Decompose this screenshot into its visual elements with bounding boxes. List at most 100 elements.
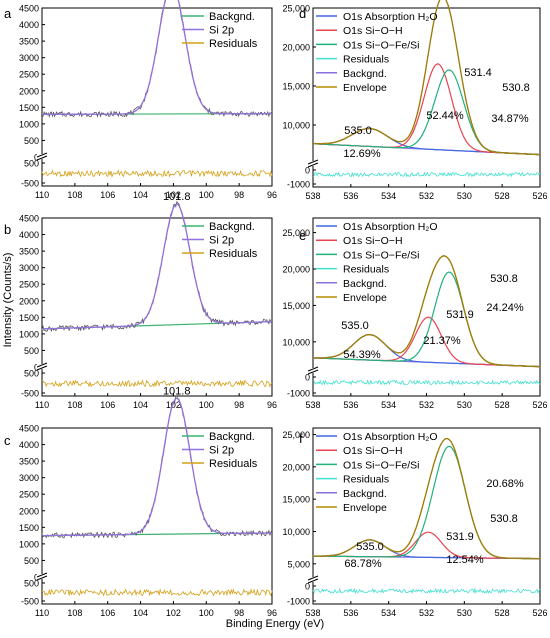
- percent-label: 34.87%: [491, 113, 529, 125]
- axis-break-mark: [307, 159, 319, 165]
- axis-break-gap: [308, 161, 318, 166]
- legend-label: Residuals: [343, 474, 389, 486]
- panel-letter: c: [4, 433, 11, 448]
- y-tick-label: 25,000: [282, 228, 310, 238]
- si2p-fit-line: [42, 0, 272, 115]
- y-tick-label: 15,000: [282, 82, 310, 92]
- x-tick-label: 102: [166, 400, 181, 410]
- legend-label: Envelope: [343, 82, 387, 94]
- y-tick-label: 2000: [19, 506, 39, 516]
- axis-break-mark: [307, 578, 319, 584]
- y-tick-label: 20,000: [282, 462, 310, 472]
- x-tick-label: 108: [67, 190, 82, 200]
- si2p-fit-line: [42, 203, 273, 330]
- y-tick-label: 0: [34, 153, 39, 163]
- y-tick-label: 3000: [19, 263, 39, 273]
- y-tick-label: 2000: [19, 296, 39, 306]
- legend-label: Backgnd.: [209, 431, 255, 443]
- peak-label-sioh: 531.9: [446, 531, 474, 543]
- legend-label: Si 2p: [209, 25, 234, 37]
- y-tick-label: 10,000: [282, 337, 310, 347]
- x-tick-label: 106: [100, 190, 115, 200]
- peak-label-sioh: 531.4: [464, 67, 492, 79]
- y-tick-label: 4500: [19, 424, 39, 434]
- x-tick-label: 96: [267, 608, 277, 618]
- y-axis-label: Intensity (Counts/s): [2, 253, 14, 348]
- y-tick-label: 0: [34, 363, 39, 373]
- raw-data-line: [312, 255, 541, 368]
- plot-frame: [41, 217, 273, 397]
- x-tick-label: 534: [381, 400, 396, 410]
- panel-b: b050010001500200025003000350040004500500…: [4, 191, 277, 410]
- legend-label: O1s Si−O−H: [343, 235, 403, 247]
- x-axis-label: Binding Energy (eV): [226, 618, 324, 630]
- residual-tick-label: 0: [305, 582, 310, 592]
- plot-frame: [41, 427, 273, 605]
- x-tick-label: 530: [457, 191, 472, 201]
- residual-line: [312, 379, 541, 386]
- axis-break-mark: [36, 155, 48, 161]
- y-tick-label: 4000: [19, 230, 39, 240]
- residual-tick-label: 0: [305, 166, 310, 176]
- x-tick-label: 100: [199, 608, 214, 618]
- panel-letter: d: [299, 6, 306, 21]
- y-tick-label: 3000: [19, 473, 39, 483]
- x-tick-label: 528: [495, 400, 510, 410]
- x-tick-label: 98: [234, 400, 244, 410]
- legend-label: O1s Absorption H₂O: [343, 221, 438, 233]
- x-tick-label: 110: [35, 190, 49, 200]
- x-tick-label: 104: [133, 190, 148, 200]
- axis-break-mark: [36, 575, 48, 581]
- residual-line: [312, 171, 541, 178]
- x-tick-label: 104: [133, 400, 148, 410]
- x-tick-label: 528: [495, 608, 510, 618]
- y-tick-label: 15,000: [282, 495, 310, 505]
- panel-letter: a: [4, 6, 12, 21]
- x-tick-label: 532: [419, 400, 434, 410]
- peak-label-absorption: 535.0: [344, 125, 372, 137]
- percent-label: 20.68%: [486, 478, 524, 490]
- peak-label-sifesi: 530.8: [502, 82, 530, 94]
- x-tick-label: 538: [305, 191, 320, 201]
- x-tick-label: 534: [381, 608, 396, 618]
- axis-break-gap: [308, 368, 318, 373]
- axis-break-mark: [36, 362, 48, 368]
- x-tick-label: 104: [133, 608, 148, 618]
- y-tick-label: 0: [34, 573, 39, 583]
- x-tick-label: 106: [100, 400, 115, 410]
- y-tick-label: 25,000: [282, 4, 310, 14]
- x-tick-label: 102: [166, 608, 181, 618]
- panel-letter: e: [299, 228, 306, 243]
- percent-label: 12.69%: [343, 148, 381, 160]
- y-tick-label: 1500: [19, 313, 39, 323]
- x-tick-label: 98: [234, 190, 244, 200]
- percent-label: 68.78%: [344, 558, 382, 570]
- x-tick-label: 530: [457, 400, 472, 410]
- chart-panels: a050010001500200025003000350040004500500…: [4, 0, 548, 618]
- residual-tick-label: -500: [21, 179, 39, 189]
- percent-label: 54.39%: [343, 349, 381, 361]
- legend-label: O1s Si−O−Fe/Si: [343, 39, 419, 51]
- axis-break-mark: [307, 575, 319, 581]
- legend-label: Backgnd.: [343, 278, 387, 290]
- legend-label: O1s Si−O−H: [343, 25, 403, 37]
- x-tick-label: 110: [35, 400, 49, 410]
- y-tick-label: 25,000: [282, 430, 310, 440]
- peak-label-absorption: 535.0: [341, 320, 369, 332]
- x-tick-label: 536: [343, 400, 358, 410]
- percent-label: 24.24%: [486, 302, 524, 314]
- axis-break-gap: [37, 154, 47, 159]
- x-tick-label: 534: [381, 191, 396, 201]
- legend-label: Residuals: [209, 248, 258, 260]
- y-tick-label: 1000: [19, 329, 39, 339]
- x-tick-label: 538: [305, 400, 320, 410]
- panel-letter: f: [299, 431, 303, 446]
- panel-letter: b: [4, 222, 11, 237]
- residual-tick-label: -1000: [287, 597, 310, 607]
- legend-label: Residuals: [209, 38, 258, 50]
- raw-data-line: [312, 437, 541, 560]
- y-tick-label: 20,000: [282, 43, 310, 53]
- percent-label: 52.44%: [426, 110, 464, 122]
- x-tick-label: 536: [343, 191, 358, 201]
- legend-label: Backgnd.: [209, 221, 255, 233]
